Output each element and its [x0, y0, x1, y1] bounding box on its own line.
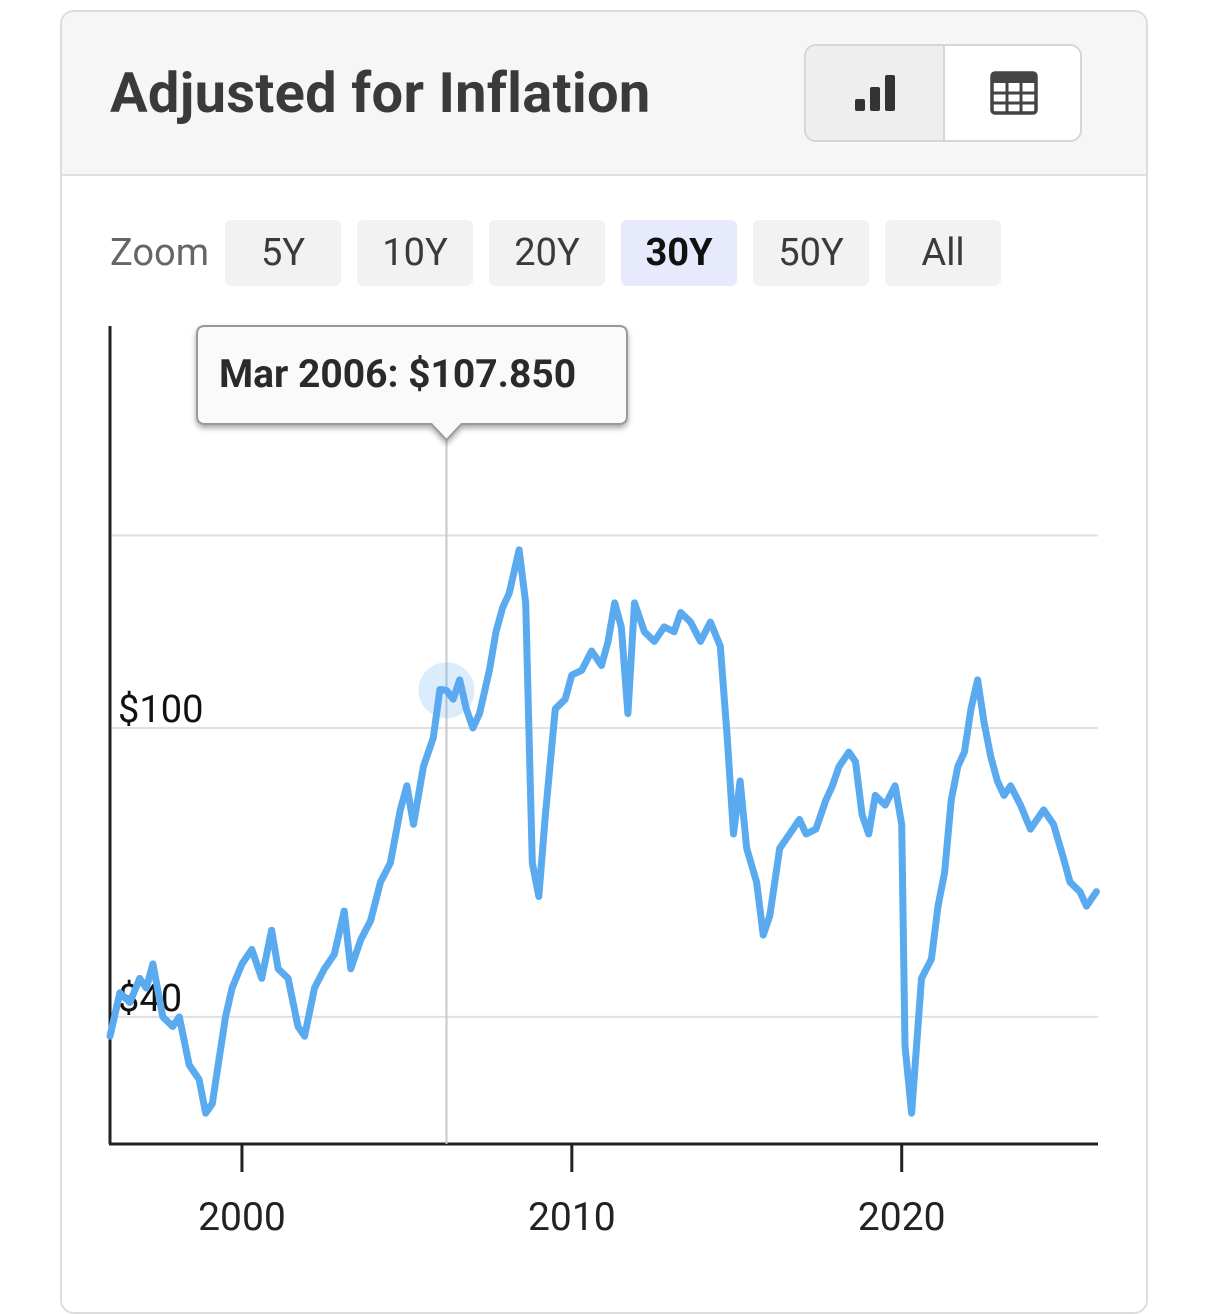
chart-view-button[interactable]: [806, 46, 945, 140]
table-icon: [989, 71, 1038, 115]
card-title: Adjusted for Inflation: [110, 60, 651, 126]
zoom-all-button[interactable]: All: [885, 220, 1002, 286]
zoom-label: Zoom: [110, 231, 210, 275]
view-toggle: [804, 44, 1082, 142]
table-view-button[interactable]: [945, 46, 1080, 140]
zoom-5y-button[interactable]: 5Y: [225, 220, 342, 286]
zoom-bar: Zoom 5Y 10Y 20Y 30Y 50Y All: [110, 220, 1017, 286]
zoom-10y-button[interactable]: 10Y: [357, 220, 474, 286]
zoom-30y-button[interactable]: 30Y: [621, 220, 738, 286]
card-header: Adjusted for Inflation: [62, 12, 1146, 176]
chart-card: Adjusted for Inflation: [60, 10, 1148, 1314]
zoom-50y-button[interactable]: 50Y: [753, 220, 870, 286]
zoom-20y-button[interactable]: 20Y: [489, 220, 606, 286]
bar-chart-icon: [854, 75, 895, 111]
